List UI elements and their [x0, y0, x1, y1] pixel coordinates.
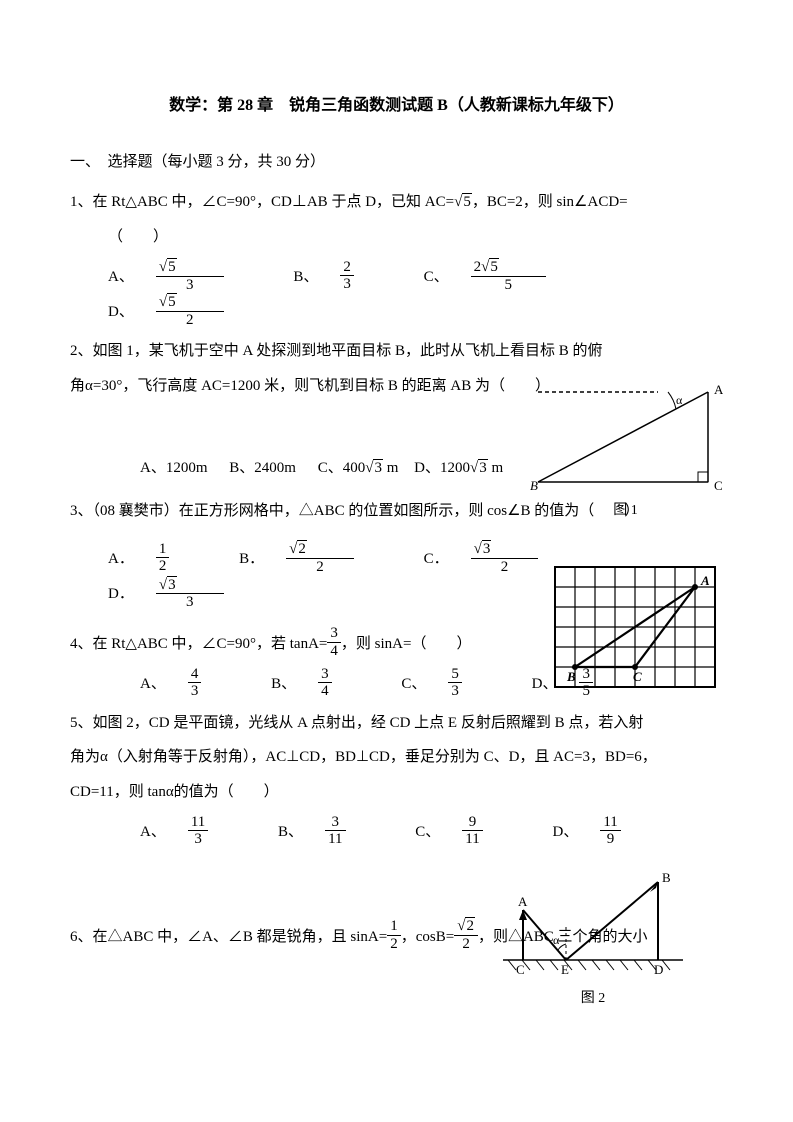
q4-opt-a: A、43 [140, 667, 245, 702]
page-title: 数学：第 28 章 锐角三角函数测试题 B（人教新课标九年级下） [70, 88, 723, 125]
svg-text:C: C [516, 962, 525, 977]
q3-opt-b: B．22 [239, 542, 398, 577]
q1-options: A、53 B、23 C、255 D、52 [70, 260, 723, 330]
q4-text-a: 4、在 Rt△ABC 中，∠C=90°，若 tanA= [70, 636, 327, 652]
svg-text:A: A [518, 894, 528, 909]
svg-text:B: B [566, 669, 576, 684]
svg-text:C: C [633, 669, 642, 684]
q5-opt-c: C、911 [415, 815, 526, 850]
question-1: 1、在 Rt△ABC 中，∠C=90°，CD⊥AB 于点 D，已知 AC=5，B… [70, 185, 723, 254]
svg-text:α: α [553, 933, 560, 947]
q2-opt-c: C、4003 m [318, 460, 399, 476]
sqrt-5: 5 [454, 185, 472, 220]
q3-opt-d: D．33 [108, 577, 268, 612]
q4-opt-b: B、34 [271, 667, 376, 702]
fig1-label: 图 1 [528, 499, 723, 519]
q2-opt-b: B、2400m [229, 460, 296, 476]
figure-grid: A B C [553, 565, 721, 700]
fig2-label: 图 2 [498, 987, 688, 1007]
q1-paren: （ ） [70, 220, 723, 255]
q2-line1: 2、如图 1，某飞机于空中 A 处探测到地平面目标 B，此时从飞机上看目标 B … [70, 334, 723, 369]
figure-1: A B C α 图 1 [528, 382, 723, 519]
svg-text:E: E [561, 962, 569, 977]
q2-opt-a: A、1200m [140, 460, 208, 476]
q5-opt-b: B、311 [278, 815, 389, 850]
svg-text:B: B [662, 870, 671, 885]
q5-opt-a: A、113 [140, 815, 252, 850]
q1-opt-b: B、23 [293, 260, 398, 295]
section-heading: 一、 选择题（每小题 3 分，共 30 分） [70, 145, 723, 180]
q5-opt-d: D、119 [552, 815, 664, 850]
q5-line1: 5、如图 2，CD 是平面镜，光线从 A 点射出，经 CD 上点 E 反射后照耀… [70, 706, 723, 741]
q1-opt-a: A、53 [108, 260, 268, 295]
q1-text-b: ，BC=2，则 sin∠ACD= [472, 194, 628, 210]
q3-opt-a: A．12 [108, 542, 213, 577]
q6-text-b: ，cosB= [401, 929, 454, 945]
q1-text-a: 1、在 Rt△ABC 中，∠C=90°，CD⊥AB 于点 D，已知 AC= [70, 194, 454, 210]
svg-text:B: B [530, 478, 538, 492]
q1-opt-c: C、255 [424, 260, 590, 295]
svg-text:C: C [714, 478, 723, 492]
question-5: 5、如图 2，CD 是平面镜，光线从 A 点射出，经 CD 上点 E 反射后照耀… [70, 706, 723, 810]
svg-text:D: D [654, 962, 663, 977]
q1-opt-d: D、52 [108, 295, 268, 330]
q5-options: A、113 B、311 C、911 D、119 [70, 815, 723, 850]
svg-text:α: α [676, 393, 683, 407]
q5-line3: CD=11，则 tanα的值为（ ） [70, 775, 723, 810]
q6-text-a: 6、在△ABC 中，∠A、∠B 都是锐角，且 sinA= [70, 929, 387, 945]
q5-line2: 角为α（入射角等于反射角），AC⊥CD，BD⊥CD，垂足分别为 C、D，且 AC… [70, 740, 723, 775]
figure-2: A B C E D α 图 2 [498, 870, 688, 1007]
q4-opt-c: C、53 [401, 667, 506, 702]
q4-text-b: ，则 sinA=（ ） [341, 636, 472, 652]
svg-text:A: A [714, 382, 723, 397]
svg-text:A: A [700, 573, 710, 588]
q2-opt-d: D、12003 m [414, 460, 503, 476]
